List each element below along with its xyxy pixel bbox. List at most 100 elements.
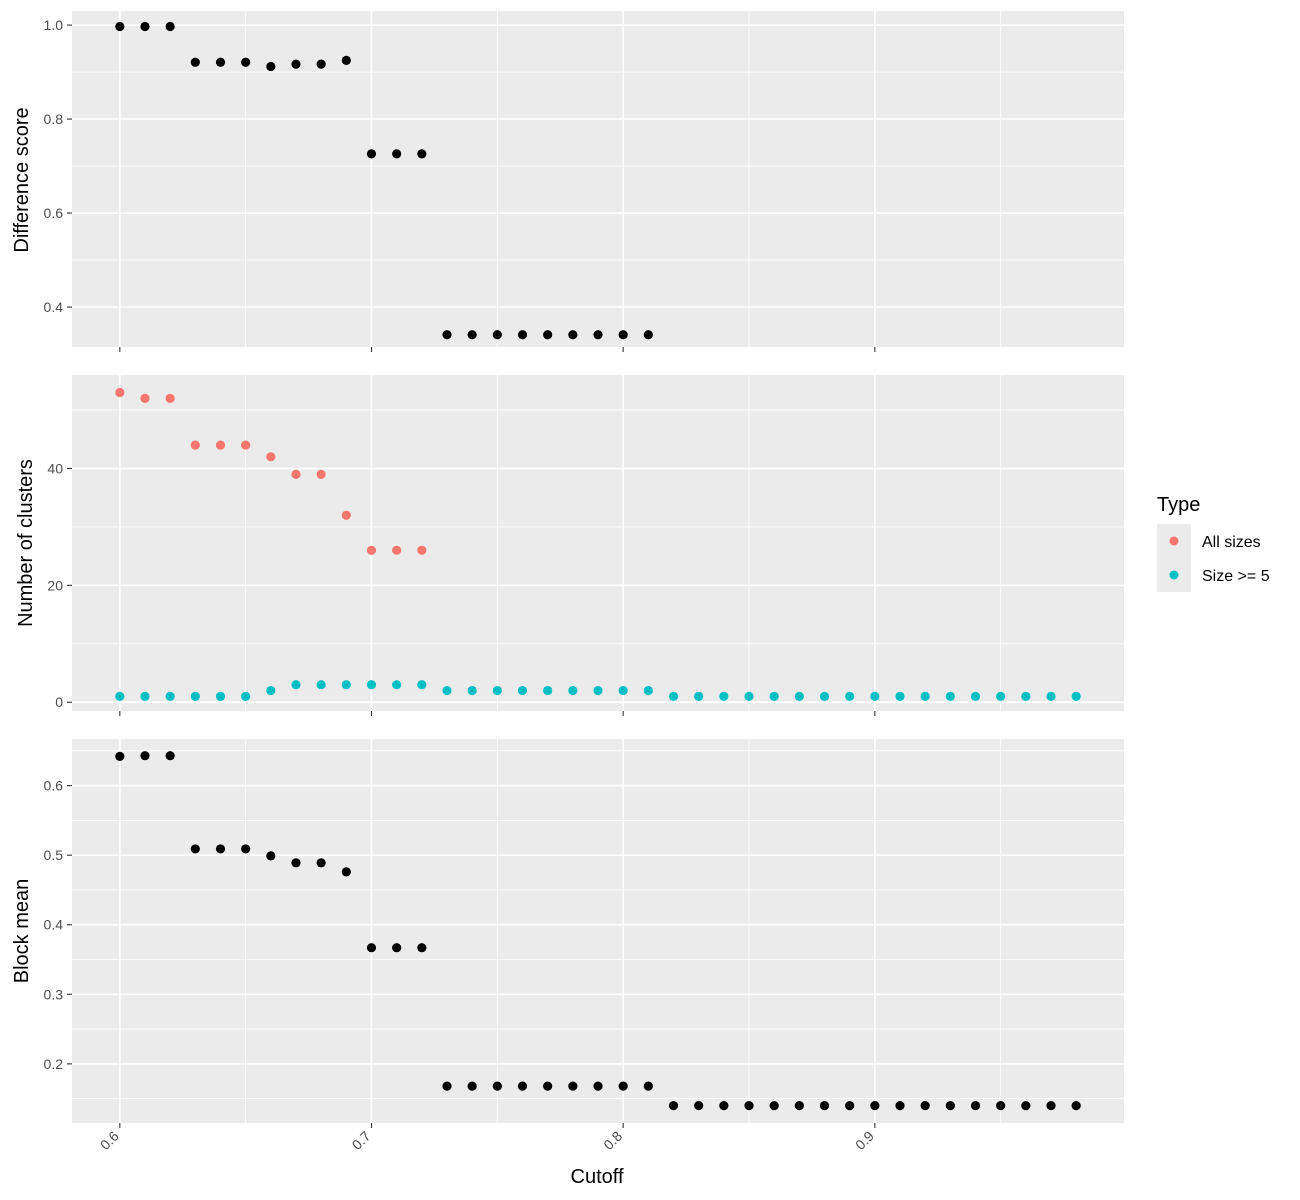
panel-background [72, 375, 1124, 711]
y-tick-label: 0.6 [44, 205, 64, 221]
legend-key-size-5 [1169, 570, 1179, 580]
data-point [392, 680, 402, 690]
data-point [115, 691, 125, 701]
y-axis-title: Block mean [11, 879, 33, 984]
data-point [316, 469, 326, 479]
data-point [543, 685, 553, 696]
data-point [215, 57, 226, 67]
data-point [819, 691, 830, 701]
legend-key-all-sizes [1169, 536, 1179, 546]
data-point [568, 685, 578, 696]
data-point [190, 844, 200, 854]
data-point [920, 1101, 930, 1111]
legend-label-size-5: Size >= 5 [1202, 568, 1270, 585]
data-point [543, 330, 553, 340]
x-tick-label: 0.9 [852, 1128, 877, 1153]
data-point [165, 21, 175, 32]
y-tick-label: 0.6 [44, 778, 64, 794]
x-tick-label: 0.7 [349, 1128, 374, 1153]
data-point [442, 685, 452, 696]
data-point [618, 1081, 628, 1091]
legend: Type All sizes Size >= 5 [1157, 494, 1270, 592]
data-point [694, 1101, 704, 1111]
data-point [970, 691, 981, 701]
data-point [568, 1081, 578, 1091]
data-point [241, 440, 251, 450]
data-point [291, 469, 301, 479]
data-point [920, 691, 930, 701]
data-point [1071, 691, 1081, 701]
data-point [291, 680, 301, 690]
data-point [266, 851, 276, 861]
data-point [1021, 691, 1031, 701]
data-point [467, 330, 477, 340]
data-point [417, 149, 427, 159]
data-point [417, 545, 427, 555]
data-point [719, 691, 729, 701]
y-tick-label: 0.8 [44, 111, 64, 127]
data-point [492, 685, 502, 696]
data-point [1071, 1101, 1081, 1111]
data-point [593, 330, 603, 340]
data-point [593, 1081, 603, 1091]
panels: 0.4 0.6 0.8 1.0 Difference score 0 20 40 Number … [11, 11, 1124, 1153]
data-point [870, 1101, 880, 1111]
data-point [266, 61, 276, 72]
data-point [668, 691, 679, 701]
data-point [744, 1101, 754, 1111]
data-point [241, 844, 251, 854]
panel-background [72, 11, 1124, 347]
data-point [241, 691, 251, 701]
data-point [341, 510, 351, 520]
data-point [517, 330, 528, 340]
data-point [165, 691, 175, 701]
data-point [895, 691, 905, 701]
data-point [190, 57, 200, 67]
data-point [241, 57, 251, 67]
data-point [970, 1101, 981, 1111]
data-point [341, 680, 351, 690]
data-point [366, 149, 377, 159]
data-point [543, 1081, 553, 1091]
data-point [996, 1101, 1006, 1111]
data-point [140, 751, 150, 761]
data-point [316, 858, 326, 868]
legend-label-all-sizes: All sizes [1202, 534, 1261, 551]
data-point [442, 1081, 452, 1091]
data-point [316, 680, 326, 690]
legend-title: Type [1157, 494, 1200, 516]
data-point [341, 867, 351, 877]
data-point [165, 393, 175, 403]
data-point [291, 59, 301, 69]
data-point [266, 685, 276, 696]
data-point [366, 943, 377, 953]
y-tick-label: 1.0 [44, 17, 64, 33]
y-tick-label: 0.4 [44, 917, 64, 933]
y-tick-label: 0.5 [44, 847, 64, 863]
data-point [945, 691, 955, 701]
data-point [266, 452, 276, 462]
x-tick-label: 0.8 [600, 1128, 625, 1153]
data-point [719, 1101, 729, 1111]
data-point [366, 545, 377, 555]
data-point [115, 751, 125, 761]
data-point [115, 387, 125, 398]
data-point [618, 685, 628, 696]
data-point [819, 1101, 830, 1111]
panel-background [72, 739, 1124, 1123]
data-point [996, 691, 1006, 701]
y-tick-label: 20 [47, 577, 63, 593]
data-point [341, 55, 351, 65]
data-point [392, 545, 402, 555]
panel-1: 0.4 0.6 0.8 1.0 Difference score [11, 11, 1124, 352]
data-point [492, 330, 502, 340]
y-axis-title: Difference score [11, 107, 33, 252]
data-point [140, 393, 150, 403]
x-axis-title: Cutoff [571, 1166, 624, 1188]
panel-2: 0 20 40 Number of clusters [15, 375, 1124, 716]
data-point [366, 680, 377, 690]
y-tick-label: 0.4 [44, 299, 64, 315]
data-point [643, 685, 653, 696]
data-point [618, 330, 628, 340]
